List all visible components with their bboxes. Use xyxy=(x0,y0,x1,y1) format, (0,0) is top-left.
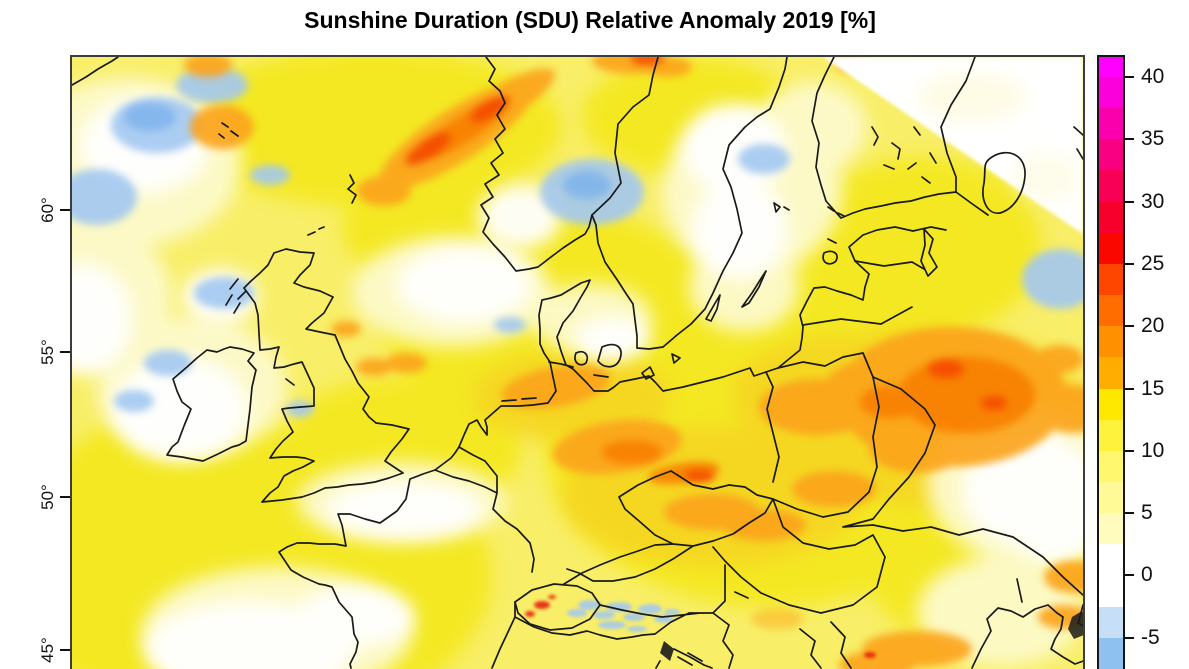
istria-peninsula xyxy=(660,641,674,661)
colorbar-band xyxy=(1099,57,1123,78)
colorbar-band xyxy=(1099,108,1123,140)
heat-blobs-red-orange xyxy=(405,57,1007,482)
coast-baltic-northsea-france xyxy=(278,226,947,669)
colorbar-tick-label: 35 xyxy=(1141,127,1165,151)
islands-and-lakes xyxy=(218,122,937,666)
colorbar-band xyxy=(1099,606,1123,639)
colorbar-band xyxy=(1099,201,1123,234)
colorbar-band xyxy=(1099,170,1123,203)
colorbar-tick-label: -5 xyxy=(1141,625,1160,649)
colorbar-band xyxy=(1099,295,1123,327)
colorbar-band xyxy=(1099,326,1123,358)
coastlines xyxy=(72,57,1083,669)
colorbar-tick-label: 25 xyxy=(1141,251,1165,275)
lake-ladoga xyxy=(982,151,1026,214)
colorbar-band xyxy=(1099,481,1123,514)
colorbar-tick xyxy=(1125,138,1134,141)
borders-slovakia-hungary xyxy=(712,491,886,614)
latitude-tick-label: 60° xyxy=(38,197,57,223)
colorbar-band xyxy=(1099,450,1123,483)
colorbar-band xyxy=(1099,544,1123,608)
alps-speckles-red xyxy=(525,595,876,658)
colorbar-band xyxy=(1099,139,1123,171)
colorbar-frame xyxy=(1097,55,1125,669)
latitude-tick xyxy=(60,649,70,651)
colorbar-tick-label: 20 xyxy=(1141,314,1165,338)
colorbar-tick xyxy=(1125,76,1134,78)
borders-ukraine-belarus xyxy=(799,376,1083,669)
colorbar-tick-label: 30 xyxy=(1141,189,1165,213)
latitude-tick xyxy=(60,496,70,498)
colorbar-tick-label: 10 xyxy=(1141,438,1165,462)
latitude-tick xyxy=(60,209,70,211)
colorbar-band xyxy=(1099,232,1123,265)
colorbar-tick xyxy=(1125,325,1134,328)
latitude-tick-label: 50° xyxy=(38,484,57,510)
lake-onega-fragment xyxy=(1073,126,1083,160)
colorbar-tick-label: 15 xyxy=(1141,376,1165,400)
heat-blobs-blue-deep xyxy=(124,103,611,199)
latitude-tick-label: 45° xyxy=(38,637,57,663)
colorbar-band xyxy=(1099,77,1123,109)
border-switzerland xyxy=(514,583,601,631)
colorbar-tick-label: 0 xyxy=(1141,563,1153,587)
colorbar-tick xyxy=(1125,200,1134,203)
colorbar-band xyxy=(1099,419,1123,452)
colorbar-tick xyxy=(1125,636,1134,639)
latitude-tick-label: 55° xyxy=(38,339,57,365)
coast-black-sea-crimea xyxy=(971,578,1083,669)
colorbar-tick xyxy=(1125,262,1134,265)
colorbar-tick-label: 5 xyxy=(1141,501,1153,525)
borders-baltic-states xyxy=(765,260,925,493)
border-norway-sweden xyxy=(591,57,659,216)
colorbar-bands xyxy=(1099,57,1123,669)
border-finland-russia xyxy=(940,57,976,193)
no-data-tinge xyxy=(917,72,1082,202)
colorbar-band xyxy=(1099,357,1123,389)
colorbar-tick xyxy=(1125,449,1134,452)
sivash-azov-dark xyxy=(1068,611,1083,639)
colorbar-band xyxy=(1099,388,1123,421)
chart-title: Sunshine Duration (SDU) Relative Anomaly… xyxy=(304,7,876,33)
colorbar-tick xyxy=(1125,512,1134,515)
borders-austria-slovenia-croatia xyxy=(563,543,734,669)
coast-italy-adriatic xyxy=(491,601,713,669)
coast-norway-sweden xyxy=(480,57,788,350)
colorbar-tick xyxy=(1125,387,1134,390)
lake-peipus xyxy=(920,228,938,277)
europe-anomaly-map xyxy=(72,57,1083,669)
colorbar-band xyxy=(1099,263,1123,296)
colorbar-band xyxy=(1099,513,1123,545)
coast-iceland-fragment xyxy=(72,57,119,86)
coast-great-britain xyxy=(243,248,410,503)
coast-ireland xyxy=(166,346,257,462)
colorbar-tick-label: 40 xyxy=(1141,65,1165,88)
coast-finland xyxy=(811,57,989,219)
latitude-tick xyxy=(60,351,70,353)
plot-frame xyxy=(70,55,1085,669)
borders-germany-west xyxy=(434,361,574,573)
colorbar-band xyxy=(1099,637,1123,669)
colorbar-tick xyxy=(1125,574,1134,577)
